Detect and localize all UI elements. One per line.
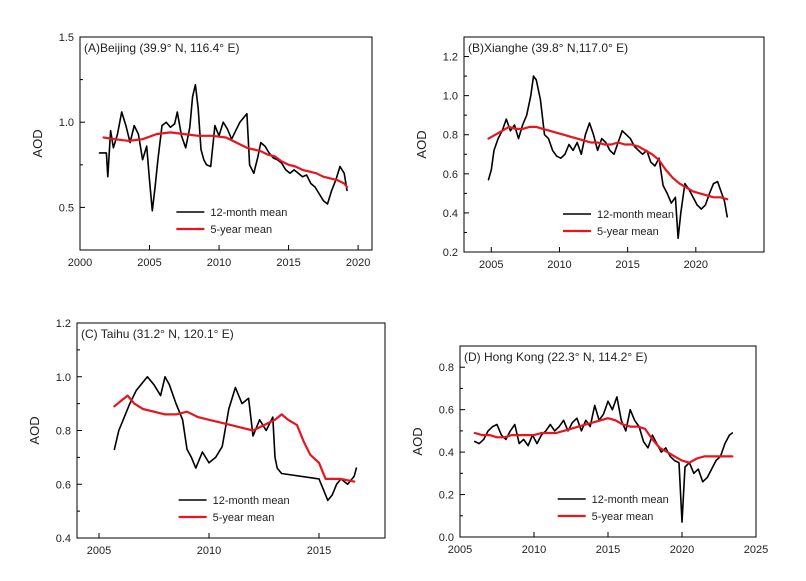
xianghe-x-tick-label: 2015 xyxy=(615,259,639,271)
beijing-legend-label-12-month: 12-month mean xyxy=(210,207,287,219)
taihu-y-tick-label: 0.6 xyxy=(56,479,71,491)
taihu-y-axis-label: AOD xyxy=(27,416,42,444)
hong-kong-panel-title: (D) Hong Kong (22.3° N, 114.2° E) xyxy=(464,350,647,364)
taihu-y-tick-label: 0.4 xyxy=(56,533,71,545)
taihu-12-month-mean-line xyxy=(113,376,358,502)
beijing-y-axis-label: AOD xyxy=(30,129,45,157)
xianghe-legend-label-5-year: 5-year mean xyxy=(597,226,659,238)
beijing-y-tick-label: 0.5 xyxy=(59,202,74,214)
taihu-x-tick-label: 2010 xyxy=(197,545,221,557)
taihu-x-tick-label: 2005 xyxy=(87,545,111,557)
beijing-x-tick-label: 2000 xyxy=(68,257,92,269)
beijing-y-tick-label: 1.0 xyxy=(59,117,74,129)
xianghe-y-tick-label: 0.8 xyxy=(443,130,458,142)
hong-kong-y-tick-label: 0.8 xyxy=(439,362,454,374)
hong-kong-y-axis-label: AOD xyxy=(410,427,425,455)
xianghe-y-tick-label: 0.2 xyxy=(443,247,458,259)
xianghe-y-tick-label: 0.4 xyxy=(443,208,458,220)
chart-panel-hong-kong: 2005 2010 2015 2020 2025 0.0 0.2 0.4 0.6 0.8 AOD (D… xyxy=(410,345,768,556)
beijing-12-month-mean-line xyxy=(98,83,348,212)
hong-kong-x-tick-label: 2020 xyxy=(670,544,694,556)
beijing-x-tick-label: 2010 xyxy=(207,257,231,269)
hong-kong-legend-label-12-month: 12-month mean xyxy=(592,494,669,506)
chart-panel-taihu: 2005 2010 2015 0.4 0.6 0.8 1.0 1.2 AOD (C) Taihu … xyxy=(27,318,386,557)
beijing-x-tick-label: 2015 xyxy=(276,257,300,269)
beijing-x-tick-label: 2005 xyxy=(137,257,161,269)
hong-kong-plot-frame xyxy=(459,345,757,538)
xianghe-y-tick-label: 0.6 xyxy=(443,169,458,181)
xianghe-x-tick-label: 2010 xyxy=(547,259,571,271)
chart-panel-beijing: 2000 2005 2010 2015 2020 0.5 1.0 1.5 AOD (A)Beiji… xyxy=(30,32,373,269)
chart-panel-xianghe: 2005 2010 2015 2020 0.2 0.4 0.6 0.8 1.0 1.2 AOD (B)… xyxy=(414,36,765,271)
beijing-y-tick-label: 1.5 xyxy=(59,32,74,44)
hong-kong-x-tick-label: 2015 xyxy=(596,544,620,556)
xianghe-x-tick-label: 2020 xyxy=(684,259,708,271)
hong-kong-y-tick-label: 0.4 xyxy=(439,447,454,459)
xianghe-y-tick-label: 1.2 xyxy=(443,52,458,64)
hong-kong-y-tick-label: 0.0 xyxy=(439,532,454,544)
hong-kong-12-month-mean-line xyxy=(474,396,734,523)
beijing-5-year-mean-line xyxy=(102,131,349,189)
taihu-legend-label-12-month: 12-month mean xyxy=(213,495,290,507)
xianghe-y-tick-label: 1.0 xyxy=(443,91,458,103)
beijing-x-tick-label: 2020 xyxy=(346,257,370,269)
xianghe-y-axis-label: AOD xyxy=(414,130,429,158)
hong-kong-x-tick-label: 2025 xyxy=(744,544,768,556)
hong-kong-y-tick-label: 0.2 xyxy=(439,490,454,502)
taihu-y-tick-label: 0.8 xyxy=(56,426,71,438)
beijing-panel-title: (A)Beijing (39.9° N, 116.4° E) xyxy=(84,41,239,55)
taihu-legend-label-5-year: 5-year mean xyxy=(213,512,275,524)
hong-kong-x-tick-label: 2005 xyxy=(448,544,472,556)
xianghe-legend-label-12-month: 12-month mean xyxy=(597,209,674,221)
hong-kong-legend-label-5-year: 5-year mean xyxy=(592,511,654,523)
taihu-y-tick-label: 1.2 xyxy=(56,318,71,330)
beijing-legend-label-5-year: 5-year mean xyxy=(210,224,272,236)
hong-kong-y-tick-label: 0.6 xyxy=(439,405,454,417)
xianghe-panel-title: (B)Xianghe (39.8° N,117.0° E) xyxy=(468,41,628,55)
xianghe-5-year-mean-line xyxy=(487,125,729,201)
taihu-5-year-mean-line xyxy=(113,394,356,483)
beijing-plot-frame xyxy=(79,36,373,251)
hong-kong-5-year-mean-line xyxy=(473,417,734,464)
taihu-y-tick-label: 1.0 xyxy=(56,372,71,384)
xianghe-x-tick-label: 2005 xyxy=(479,259,503,271)
taihu-panel-title: (C) Taihu (31.2° N, 120.1° E) xyxy=(81,327,234,341)
hong-kong-x-tick-label: 2010 xyxy=(522,544,546,556)
xianghe-plot-frame xyxy=(463,36,765,253)
taihu-x-tick-label: 2015 xyxy=(307,545,331,557)
